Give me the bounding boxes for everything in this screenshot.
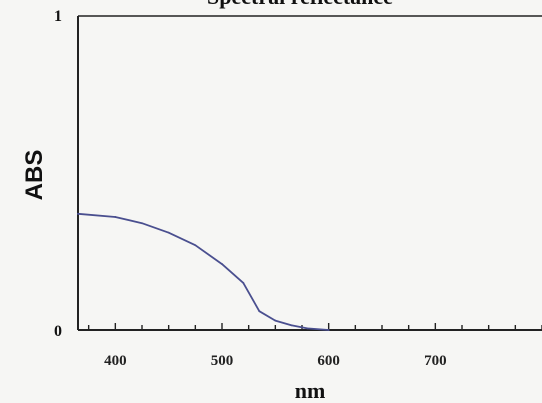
data-point bbox=[114, 216, 117, 218]
data-point bbox=[141, 222, 143, 225]
x-tick-label-600: 600 bbox=[317, 353, 340, 369]
data-point bbox=[274, 319, 277, 322]
x-tick-label-400: 400 bbox=[104, 353, 127, 369]
data-point bbox=[327, 329, 330, 331]
data-point bbox=[194, 244, 197, 247]
x-tick-label-500: 500 bbox=[211, 353, 234, 369]
series-line-0 bbox=[77, 212, 330, 331]
data-point bbox=[221, 263, 223, 265]
chart-title: Spectral reflectance bbox=[207, 0, 393, 9]
y-axis-label: ABS bbox=[21, 150, 48, 201]
data-point bbox=[258, 310, 261, 313]
x-axis-label: nm bbox=[295, 378, 326, 403]
y-tick-label-bottom: 0 bbox=[54, 323, 62, 340]
plot-area: 400 500 600 700 bbox=[77, 15, 542, 369]
data-point bbox=[290, 324, 293, 327]
data-point bbox=[167, 231, 170, 234]
data-point bbox=[242, 282, 245, 284]
y-tick-label-top: 1 bbox=[54, 8, 62, 25]
x-tick-label-700: 700 bbox=[424, 353, 447, 369]
data-point bbox=[77, 212, 79, 215]
data-point bbox=[306, 327, 309, 330]
